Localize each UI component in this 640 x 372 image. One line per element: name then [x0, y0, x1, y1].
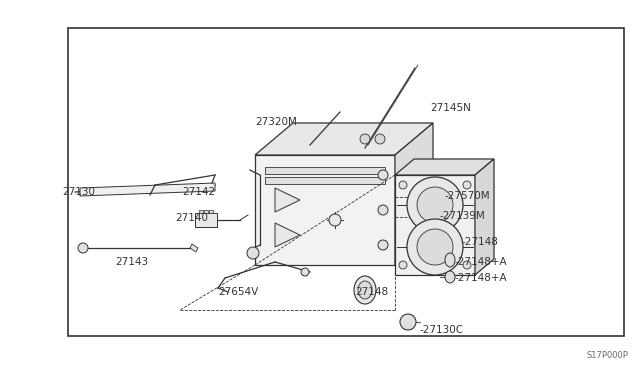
Ellipse shape — [445, 253, 455, 267]
Bar — [209, 210, 213, 213]
Circle shape — [301, 268, 309, 276]
Circle shape — [400, 314, 416, 330]
Text: 27143: 27143 — [115, 257, 148, 267]
Text: 27148: 27148 — [355, 287, 388, 297]
Text: S17P000P: S17P000P — [586, 351, 628, 360]
Bar — [199, 210, 203, 213]
Bar — [445, 232, 457, 250]
Text: 27140: 27140 — [175, 213, 208, 223]
Circle shape — [399, 261, 407, 269]
Ellipse shape — [358, 281, 372, 299]
Text: -27148+A: -27148+A — [455, 273, 508, 283]
Text: -27139M: -27139M — [440, 211, 486, 221]
Text: -27570M: -27570M — [445, 191, 491, 201]
Polygon shape — [190, 244, 198, 252]
Circle shape — [417, 187, 453, 223]
Polygon shape — [395, 175, 475, 275]
Bar — [265, 167, 385, 174]
Circle shape — [378, 170, 388, 180]
Circle shape — [329, 214, 341, 226]
Circle shape — [78, 243, 88, 253]
Circle shape — [417, 229, 453, 265]
Polygon shape — [255, 123, 433, 155]
Polygon shape — [80, 183, 215, 196]
Circle shape — [378, 240, 388, 250]
Circle shape — [463, 261, 471, 269]
Text: 27142: 27142 — [182, 187, 215, 197]
Polygon shape — [255, 155, 395, 265]
Text: -27130C: -27130C — [420, 325, 464, 335]
Polygon shape — [395, 123, 433, 265]
Bar — [265, 177, 385, 184]
Circle shape — [399, 181, 407, 189]
Text: -27148: -27148 — [462, 237, 499, 247]
Text: 27654V: 27654V — [218, 287, 259, 297]
Circle shape — [407, 177, 463, 233]
Circle shape — [378, 205, 388, 215]
Ellipse shape — [445, 271, 455, 283]
Circle shape — [360, 134, 370, 144]
Text: 27320M: 27320M — [255, 117, 297, 127]
Circle shape — [463, 181, 471, 189]
Polygon shape — [275, 188, 300, 212]
Bar — [204, 210, 208, 213]
Text: 27130: 27130 — [62, 187, 95, 197]
Circle shape — [247, 247, 259, 259]
Text: -27148+A: -27148+A — [455, 257, 508, 267]
Polygon shape — [475, 159, 494, 275]
Bar — [68, 28, 624, 336]
Text: 27145N: 27145N — [430, 103, 471, 113]
Polygon shape — [395, 159, 494, 175]
Polygon shape — [275, 223, 300, 247]
Bar — [195, 213, 217, 227]
Circle shape — [375, 134, 385, 144]
Circle shape — [407, 219, 463, 275]
Ellipse shape — [354, 276, 376, 304]
